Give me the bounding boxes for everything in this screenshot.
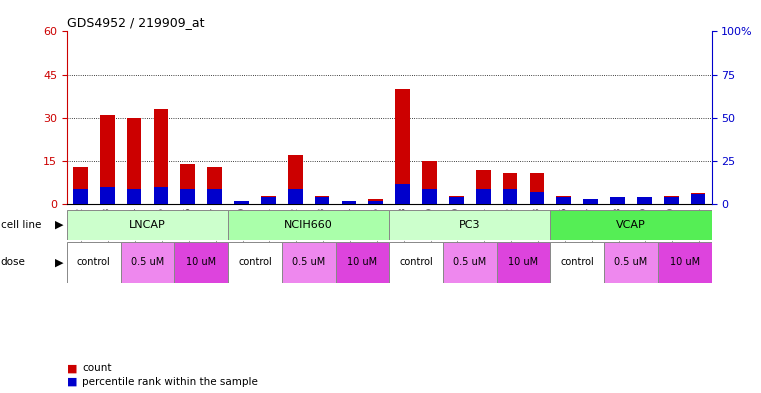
Bar (154, 109, 168, 204)
Bar (604, 242, 658, 283)
Text: 0.5 uM: 0.5 uM (454, 257, 486, 267)
Text: control: control (560, 257, 594, 267)
Bar (234, 201, 249, 204)
Bar (443, 242, 497, 283)
Text: 10 uM: 10 uM (508, 257, 539, 267)
Bar (395, 89, 410, 204)
Bar (610, 202, 625, 204)
Text: ▶: ▶ (55, 220, 63, 230)
Text: GDS4952 / 219909_at: GDS4952 / 219909_at (67, 16, 205, 29)
Bar (530, 192, 544, 204)
Bar (449, 196, 463, 204)
Bar (234, 202, 249, 204)
Bar (100, 187, 115, 204)
Bar (476, 170, 491, 204)
Bar (556, 197, 572, 204)
Bar (180, 189, 196, 204)
Bar (664, 196, 679, 204)
Text: PC3: PC3 (459, 220, 481, 230)
Bar (691, 193, 705, 204)
Bar (497, 242, 550, 283)
Bar (389, 210, 550, 240)
Bar (389, 242, 443, 283)
Bar (207, 167, 222, 204)
Text: dose: dose (1, 257, 26, 267)
Bar (530, 173, 544, 204)
Bar (315, 196, 330, 204)
Text: LNCAP: LNCAP (129, 220, 166, 230)
Bar (121, 242, 174, 283)
Bar (180, 164, 196, 204)
Text: ■: ■ (67, 377, 78, 387)
Bar (610, 197, 625, 204)
Bar (73, 167, 88, 204)
Bar (691, 194, 705, 204)
Bar (583, 198, 598, 204)
Bar (336, 242, 389, 283)
Bar (282, 242, 336, 283)
Text: percentile rank within the sample: percentile rank within the sample (82, 377, 258, 387)
Bar (368, 201, 384, 204)
Text: control: control (238, 257, 272, 267)
Bar (100, 115, 115, 204)
Bar (207, 189, 222, 204)
Bar (288, 155, 303, 204)
Bar (658, 242, 712, 283)
Text: count: count (82, 364, 112, 373)
Text: 10 uM: 10 uM (347, 257, 377, 267)
Bar (127, 189, 142, 204)
Bar (449, 197, 463, 204)
Bar (67, 210, 228, 240)
Text: VCAP: VCAP (616, 220, 646, 230)
Bar (67, 242, 121, 283)
Text: 10 uM: 10 uM (186, 257, 216, 267)
Bar (503, 189, 517, 204)
Text: cell line: cell line (1, 220, 41, 230)
Bar (228, 210, 389, 240)
Bar (73, 189, 88, 204)
Bar (395, 184, 410, 204)
Bar (368, 198, 384, 204)
Bar (174, 242, 228, 283)
Bar (637, 197, 651, 204)
Text: ■: ■ (67, 364, 78, 373)
Bar (154, 187, 168, 204)
Text: 0.5 uM: 0.5 uM (614, 257, 648, 267)
Text: 10 uM: 10 uM (670, 257, 700, 267)
Bar (261, 197, 275, 204)
Bar (550, 210, 712, 240)
Bar (664, 197, 679, 204)
Bar (288, 189, 303, 204)
Bar (228, 242, 282, 283)
Text: NCIH660: NCIH660 (285, 220, 333, 230)
Bar (550, 242, 604, 283)
Text: 0.5 uM: 0.5 uM (292, 257, 325, 267)
Text: ▶: ▶ (55, 257, 63, 267)
Bar (476, 189, 491, 204)
Bar (637, 198, 651, 204)
Bar (127, 118, 142, 204)
Bar (261, 196, 275, 204)
Bar (583, 199, 598, 204)
Bar (342, 201, 356, 204)
Text: 0.5 uM: 0.5 uM (131, 257, 164, 267)
Text: control: control (77, 257, 110, 267)
Bar (422, 189, 437, 204)
Bar (315, 197, 330, 204)
Bar (422, 161, 437, 204)
Bar (342, 202, 356, 204)
Bar (556, 196, 572, 204)
Bar (503, 173, 517, 204)
Text: control: control (400, 257, 433, 267)
